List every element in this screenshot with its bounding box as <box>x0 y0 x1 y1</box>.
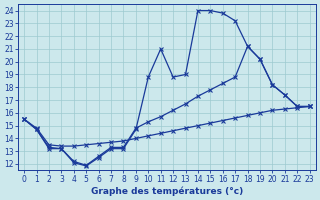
X-axis label: Graphe des températures (°c): Graphe des températures (°c) <box>91 186 243 196</box>
